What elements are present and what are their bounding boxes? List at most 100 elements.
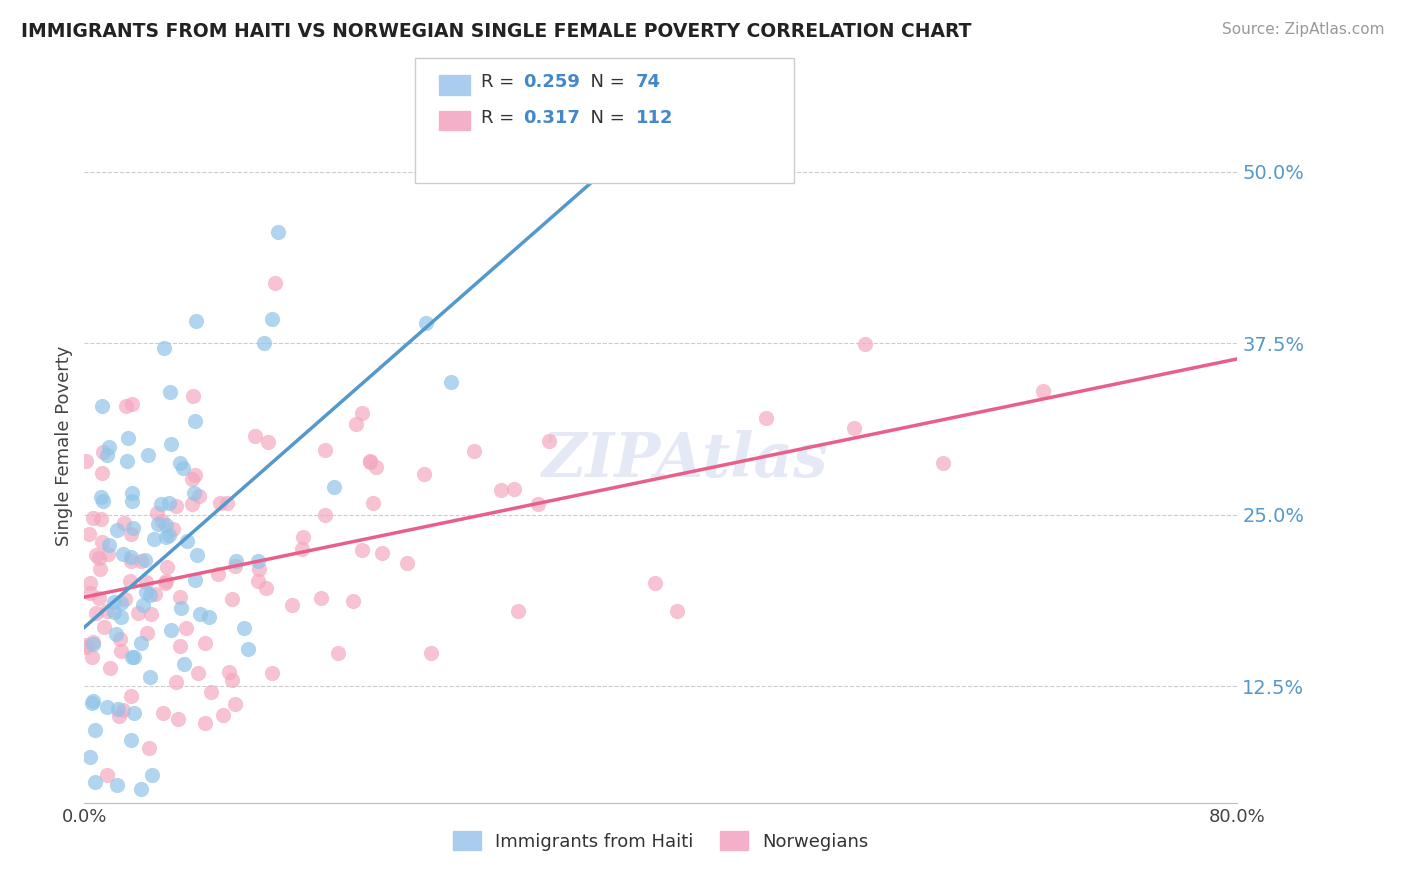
Point bbox=[207, 567, 229, 582]
Point bbox=[176, 534, 198, 549]
Point bbox=[97, 538, 120, 552]
Point bbox=[359, 454, 381, 468]
Point bbox=[260, 312, 283, 326]
Point bbox=[97, 547, 120, 561]
Point bbox=[253, 335, 276, 350]
Point bbox=[121, 650, 143, 665]
Text: N =: N = bbox=[579, 109, 631, 127]
Point bbox=[247, 554, 270, 568]
Point bbox=[264, 276, 287, 290]
Point bbox=[169, 640, 191, 654]
Point bbox=[186, 548, 208, 562]
Point bbox=[87, 550, 110, 565]
Point bbox=[267, 226, 290, 240]
Point bbox=[225, 554, 247, 568]
Point bbox=[105, 778, 128, 792]
Point bbox=[665, 603, 688, 617]
Point bbox=[75, 640, 97, 654]
Point bbox=[121, 397, 143, 411]
Point bbox=[162, 522, 184, 536]
Point bbox=[159, 385, 181, 400]
Point bbox=[114, 592, 136, 607]
Point bbox=[183, 389, 205, 403]
Point bbox=[1032, 384, 1054, 398]
Point bbox=[506, 604, 529, 618]
Point bbox=[79, 750, 101, 764]
Point bbox=[146, 516, 169, 531]
Point bbox=[853, 336, 876, 351]
Point bbox=[181, 471, 204, 485]
Point bbox=[291, 542, 314, 557]
Point bbox=[350, 406, 373, 420]
Point bbox=[104, 627, 127, 641]
Point bbox=[361, 496, 384, 510]
Point bbox=[166, 712, 188, 726]
Point bbox=[188, 489, 211, 503]
Point bbox=[157, 496, 180, 510]
Point bbox=[135, 626, 157, 640]
Point bbox=[218, 665, 240, 680]
Point bbox=[141, 607, 163, 621]
Point bbox=[527, 497, 550, 511]
Point bbox=[90, 535, 112, 549]
Point bbox=[842, 421, 865, 435]
Point bbox=[108, 708, 131, 723]
Point bbox=[136, 448, 159, 462]
Point bbox=[243, 428, 266, 442]
Point bbox=[82, 635, 104, 649]
Point bbox=[172, 461, 194, 475]
Point bbox=[184, 467, 207, 482]
Point bbox=[208, 496, 231, 510]
Point bbox=[105, 523, 128, 537]
Point bbox=[112, 516, 135, 530]
Point bbox=[344, 417, 367, 431]
Point bbox=[221, 673, 243, 687]
Point bbox=[108, 632, 131, 647]
Y-axis label: Single Female Poverty: Single Female Poverty bbox=[55, 346, 73, 546]
Point bbox=[90, 399, 112, 413]
Point bbox=[86, 606, 108, 620]
Text: 0.317: 0.317 bbox=[523, 109, 579, 127]
Point bbox=[183, 486, 205, 500]
Point bbox=[165, 675, 187, 690]
Point bbox=[93, 620, 115, 634]
Point bbox=[120, 574, 142, 589]
Text: R =: R = bbox=[481, 109, 520, 127]
Point bbox=[256, 435, 278, 450]
Point bbox=[84, 723, 107, 737]
Point bbox=[115, 399, 138, 413]
Point bbox=[131, 554, 153, 568]
Point bbox=[110, 596, 132, 610]
Point bbox=[309, 591, 332, 606]
Point bbox=[173, 657, 195, 671]
Point bbox=[165, 499, 187, 513]
Point bbox=[169, 456, 191, 470]
Point bbox=[107, 702, 129, 716]
Point bbox=[117, 454, 139, 468]
Point bbox=[755, 411, 778, 425]
Point bbox=[86, 548, 108, 562]
Point bbox=[217, 495, 239, 509]
Point bbox=[489, 483, 512, 497]
Point bbox=[322, 480, 344, 494]
Point bbox=[121, 494, 143, 508]
Point bbox=[110, 644, 132, 658]
Point bbox=[155, 576, 177, 591]
Point bbox=[292, 530, 315, 544]
Point bbox=[254, 581, 277, 595]
Point bbox=[342, 593, 364, 607]
Point bbox=[314, 443, 336, 458]
Point bbox=[139, 588, 162, 602]
Point bbox=[644, 576, 666, 591]
Point bbox=[142, 532, 165, 546]
Point bbox=[98, 660, 121, 674]
Legend: Immigrants from Haiti, Norwegians: Immigrants from Haiti, Norwegians bbox=[446, 824, 876, 858]
Point bbox=[200, 685, 222, 699]
Point bbox=[932, 456, 955, 470]
Point bbox=[233, 621, 256, 635]
Point bbox=[89, 562, 111, 576]
Point bbox=[159, 436, 181, 450]
Point bbox=[194, 716, 217, 731]
Point bbox=[281, 598, 304, 612]
Point bbox=[103, 605, 125, 619]
